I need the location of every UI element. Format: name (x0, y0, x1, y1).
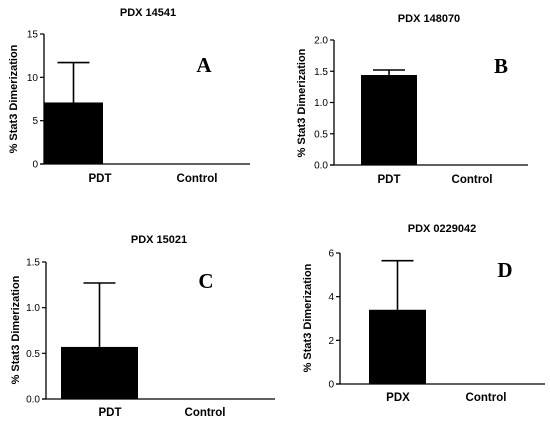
chart-title-b: PDX 148070 (398, 13, 460, 25)
y-axis-label-c: % Stat3 Dimerization (10, 275, 22, 384)
y-tick-label-c-2: 1.0 (26, 303, 40, 314)
category-label-c-0: PDT (99, 407, 122, 419)
y-tick-label-c-1: 0.5 (26, 349, 40, 360)
category-label-a-0: PDT (89, 173, 112, 185)
panel-letter-c: C (198, 269, 213, 293)
panel-letter-a: A (196, 53, 212, 77)
category-label-b-0: PDT (378, 174, 401, 186)
y-tick-label-d-2: 4 (328, 292, 334, 303)
y-tick-label-b-1: 0.5 (314, 129, 328, 140)
bar-c-0 (61, 346, 138, 399)
y-tick-label-d-3: 6 (328, 249, 334, 260)
y-tick-label-a-1: 5 (32, 116, 38, 127)
chart-title-a: PDX 14541 (120, 7, 176, 19)
y-axis-label-a: % Stat3 Dimerization (8, 44, 20, 153)
bar-a-0 (44, 102, 103, 164)
chart-title-c: PDX 15021 (131, 234, 187, 246)
category-label-b-1: Control (452, 174, 493, 186)
panel-letter-b: B (494, 54, 508, 78)
category-label-a-1: Control (177, 173, 218, 185)
y-tick-label-c-0: 0.0 (26, 395, 40, 406)
panel-a: PDX 14541 % Stat3 Dimerization 0 5 10 15 PDT Co… (8, 7, 250, 185)
panel-letter-d: D (497, 258, 512, 282)
panel-d: PDX 0229042 % Stat3 Dimerization 0 2 4 6 PDX Co… (302, 223, 545, 404)
panel-c: PDX 15021 % Stat3 Dimerization 0.0 0.5 1.0 1.… (10, 234, 275, 419)
bar-d-0 (369, 309, 426, 384)
y-tick-label-d-0: 0 (328, 380, 334, 391)
y-tick-label-b-0: 0.0 (314, 161, 328, 172)
y-tick-label-b-4: 2.0 (314, 36, 328, 47)
y-tick-label-a-2: 10 (27, 73, 39, 84)
category-label-d-0: PDX (386, 392, 410, 404)
y-axis-label-d: % Stat3 Dimerization (302, 263, 314, 372)
category-label-d-1: Control (466, 392, 507, 404)
chart-title-d: PDX 0229042 (408, 223, 477, 235)
y-tick-label-b-3: 1.5 (314, 67, 328, 78)
panel-b: PDX 148070 % Stat3 Dimerization 0.0 0.5 1.0 1… (296, 13, 528, 186)
y-tick-label-c-3: 1.5 (26, 258, 40, 269)
y-axis-label-b: % Stat3 Dimerization (296, 48, 308, 157)
y-tick-label-b-2: 1.0 (314, 98, 328, 109)
y-tick-label-a-3: 15 (27, 30, 39, 41)
bar-b-0 (361, 75, 417, 165)
y-tick-label-a-0: 0 (32, 160, 38, 171)
category-label-c-1: Control (185, 407, 226, 419)
y-tick-label-d-1: 2 (328, 336, 334, 347)
